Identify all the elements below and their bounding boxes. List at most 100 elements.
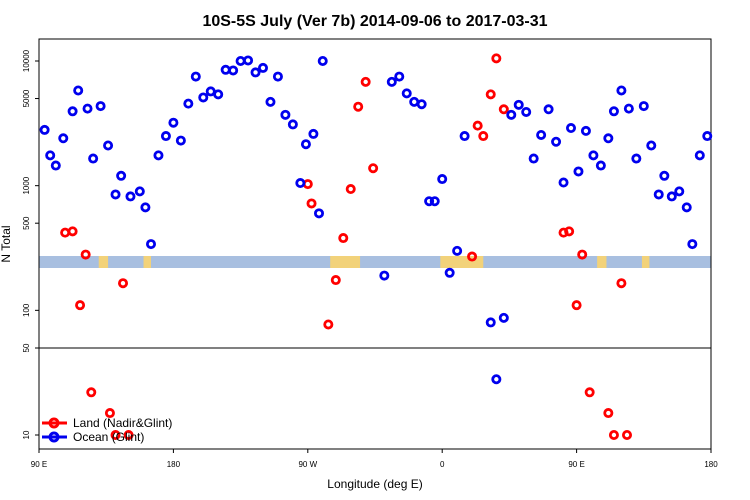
legend-label-land: Land (Nadir&Glint) [73, 416, 172, 430]
x-tick-label-3: 0 [440, 460, 445, 469]
ocean-point-9 [103, 140, 114, 151]
ocean-point-73 [638, 101, 649, 112]
ocean-point-30 [257, 62, 268, 73]
ocean-point-61 [551, 136, 562, 147]
land-point-28 [584, 387, 595, 398]
data-points [39, 53, 713, 440]
ocean-point-55 [506, 109, 517, 120]
y-tick-label-6: 10000 [22, 49, 31, 72]
ocean-point-43 [401, 88, 412, 99]
y-tick-label-5: 5000 [22, 89, 31, 107]
land-point-19 [472, 120, 483, 131]
ocean-point-75 [653, 189, 664, 200]
ocean-point-64 [573, 166, 584, 177]
x-axis-label: Longitude (deg E) [327, 477, 422, 491]
legend: Land (Nadir&Glint) Ocean (Glint) [42, 416, 172, 444]
ocean-point-74 [646, 140, 657, 151]
ocean-point-31 [265, 96, 276, 107]
ocean-point-59 [536, 129, 547, 140]
land-point-13 [338, 233, 349, 244]
ocean-point-70 [616, 85, 627, 96]
ocean-point-80 [687, 239, 698, 250]
ocean-point-47 [429, 196, 440, 207]
legend-marker-ocean [48, 431, 60, 443]
ocean-point-53 [491, 374, 502, 385]
ocean-point-24 [213, 89, 224, 100]
ocean-point-82 [702, 131, 713, 142]
ocean-point-26 [228, 65, 239, 76]
ocean-point-4 [67, 106, 78, 117]
ocean-point-32 [272, 71, 283, 82]
ocean-point-20 [183, 98, 194, 109]
ocean-point-10 [110, 189, 121, 200]
ocean-point-40 [379, 270, 390, 281]
land-point-15 [353, 101, 364, 112]
plot-frame [38, 38, 712, 450]
ocean-point-19 [175, 135, 186, 146]
ocean-point-81 [694, 150, 705, 161]
ocean-point-38 [313, 208, 324, 219]
ocean-point-13 [134, 186, 145, 197]
ocean-point-76 [659, 170, 670, 181]
x-tick-label-4: 90 E [568, 460, 584, 469]
ocean-point-6 [82, 103, 93, 114]
land-point-18 [467, 251, 478, 262]
land-point-12 [330, 275, 341, 286]
ocean-point-17 [160, 131, 171, 142]
ocean-point-33 [280, 109, 291, 120]
ocean-point-5 [73, 85, 84, 96]
y-tick-label-4: 1000 [22, 176, 31, 194]
ocean-point-11 [116, 170, 127, 181]
ocean-point-12 [125, 191, 136, 202]
y-tick-label-0: 10 [22, 430, 31, 439]
ocean-point-21 [190, 71, 201, 82]
land-point-11 [323, 319, 334, 330]
land-point-0 [60, 227, 71, 238]
land-point-30 [608, 429, 619, 440]
land-point-32 [622, 429, 633, 440]
x-tick-label-2: 90 W [298, 460, 317, 469]
ocean-point-36 [300, 139, 311, 150]
map-land-4 [597, 256, 607, 268]
land-point-4 [86, 387, 97, 398]
ocean-point-54 [498, 312, 509, 323]
y-tick-label-1: 50 [22, 343, 31, 352]
ocean-point-65 [580, 125, 591, 136]
land-point-27 [577, 249, 588, 260]
ocean-point-42 [394, 71, 405, 82]
ocean-point-8 [95, 101, 106, 112]
land-point-8 [123, 429, 134, 440]
land-point-26 [571, 300, 582, 311]
ocean-point-7 [88, 153, 99, 164]
ocean-point-48 [437, 174, 448, 185]
ocean-point-69 [608, 106, 619, 117]
ocean-point-68 [603, 133, 614, 144]
ocean-point-77 [666, 191, 677, 202]
ocean-point-62 [558, 177, 569, 188]
ocean-point-60 [543, 104, 554, 115]
ocean-point-67 [595, 160, 606, 171]
ocean-point-16 [153, 150, 164, 161]
map-land-0 [98, 256, 109, 268]
ocean-point-45 [416, 99, 427, 110]
land-point-1 [67, 226, 78, 237]
land-point-14 [345, 184, 356, 195]
land-point-6 [110, 429, 121, 440]
land-point-20 [478, 131, 489, 142]
ocean-point-0 [39, 124, 50, 135]
ocean-point-28 [243, 55, 254, 66]
ocean-point-34 [287, 119, 298, 130]
ocean-point-50 [452, 245, 463, 256]
land-point-7 [118, 278, 129, 289]
ocean-point-3 [58, 133, 69, 144]
ocean-point-63 [566, 123, 577, 134]
land-point-9 [302, 179, 313, 190]
map-land-2 [330, 256, 361, 268]
ocean-point-79 [681, 202, 692, 213]
y-axis-ticks: 10 50 100 500 1000 5000 10000 [22, 49, 39, 439]
ocean-point-66 [588, 150, 599, 161]
ocean-point-29 [250, 67, 261, 78]
land-point-17 [368, 163, 379, 174]
land-point-22 [491, 53, 502, 64]
land-point-16 [360, 76, 371, 87]
